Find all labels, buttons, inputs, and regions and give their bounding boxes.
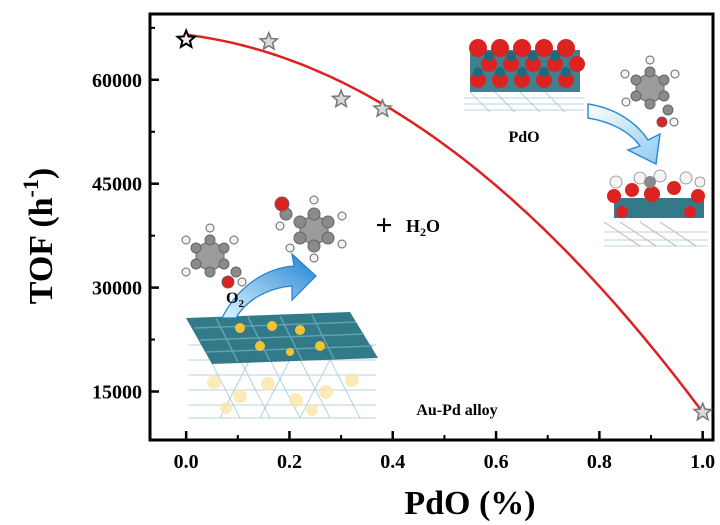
x-tick-label: 0.8 [587,451,612,473]
au-pd-alloy-illustration [186,312,378,419]
x-tick-label: 0.6 [484,451,509,473]
pdo-reaction-arrow [587,103,661,166]
plot-frame [148,12,715,442]
data-point-star [330,88,352,109]
y-axis-title: TOF (h-1) [18,168,60,304]
alloy-label: Au-Pd alloy [416,402,497,419]
axis-ticks [150,26,704,440]
fit-curve [186,33,704,414]
y-tick-label: 45000 [92,174,142,196]
data-point-star [175,27,198,50]
plus-sign: + [375,209,392,242]
data-markers [175,27,714,422]
reactant-molecule-alloy [181,223,247,289]
h2o-label: H2O [406,216,440,239]
product-molecule [274,195,347,263]
y-tick-label: 60000 [92,70,142,92]
pdo-label: PdO [508,129,539,146]
data-point-star [692,401,714,422]
pdo-structure-illustration [464,39,585,113]
o2-label: O2 [226,290,244,310]
pdo-product-illustration [603,169,708,247]
data-point-star [258,30,280,51]
x-tick-label: 0.4 [380,451,405,473]
axis-tick-labels: 0.0 0.2 0.4 0.6 0.8 1.0 15000 30000 45000 60000 [92,70,715,473]
o2-reaction-arrow [221,252,317,319]
x-tick-label: 1.0 [690,451,715,473]
y-tick-label: 15000 [92,382,142,404]
data-point-star [372,97,393,118]
y-tick-label: 30000 [92,278,142,300]
x-tick-label: 0.2 [277,451,302,473]
x-tick-label: 0.0 [174,451,199,473]
reactant-molecule-pdo [620,55,680,128]
x-axis-title: PdO (%) [404,485,535,522]
